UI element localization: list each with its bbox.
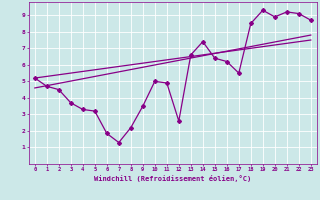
X-axis label: Windchill (Refroidissement éolien,°C): Windchill (Refroidissement éolien,°C) xyxy=(94,175,252,182)
